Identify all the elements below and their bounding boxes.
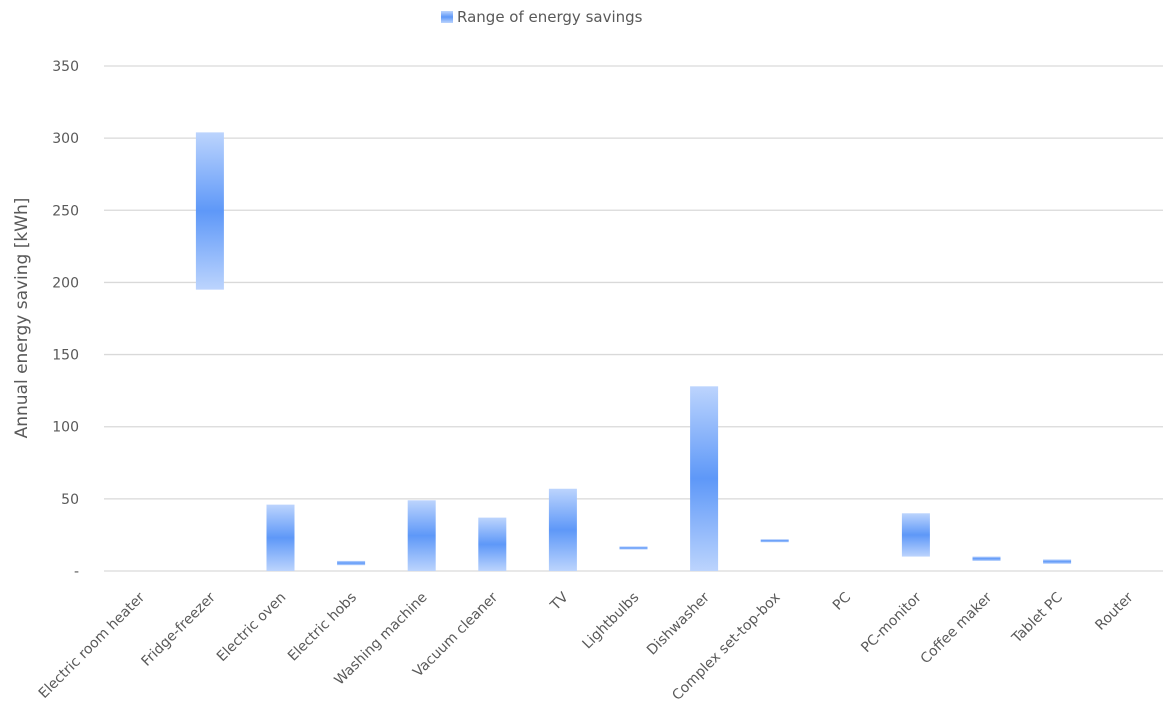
x-category-label: Dishwasher bbox=[644, 589, 713, 658]
bar-pc-monitor bbox=[901, 513, 930, 557]
bar-dishwasher bbox=[690, 386, 719, 571]
gridlines bbox=[104, 65, 1163, 572]
bar-coffee-maker bbox=[972, 556, 1001, 561]
x-category-label: Electric oven bbox=[214, 590, 289, 665]
legend-label: Range of energy savings bbox=[457, 8, 643, 26]
bar-tv bbox=[548, 488, 577, 571]
bars bbox=[195, 132, 1072, 571]
y-tick-label: - bbox=[74, 564, 79, 580]
bar-vacuum-cleaner bbox=[478, 517, 507, 571]
y-tick-label: 50 bbox=[61, 492, 79, 508]
bar-tablet-pc bbox=[1043, 559, 1072, 564]
y-tick-label: 100 bbox=[52, 420, 79, 436]
x-axis-categories: Electric room heaterFridge-freezerElectr… bbox=[36, 589, 1137, 704]
y-tick-label: 250 bbox=[52, 203, 79, 219]
bar-lightbulbs bbox=[619, 546, 648, 550]
x-category-label: Lightbulbs bbox=[580, 590, 643, 653]
x-category-label: Fridge-freezer bbox=[139, 589, 219, 669]
x-category-label: Coffee maker bbox=[918, 589, 996, 667]
y-tick-label: 200 bbox=[52, 275, 79, 291]
y-axis-ticks: - 50 100 150 200 250 300 350 bbox=[52, 59, 79, 580]
y-tick-label: 350 bbox=[52, 59, 79, 75]
y-tick-label: 150 bbox=[52, 348, 79, 364]
x-category-label: Tablet PC bbox=[1008, 589, 1066, 647]
bar-washing-machine bbox=[407, 500, 436, 571]
x-category-label: TV bbox=[547, 589, 572, 614]
bar-electric-hobs bbox=[337, 560, 366, 566]
legend-swatch bbox=[441, 11, 453, 23]
x-category-label: PC bbox=[830, 589, 854, 613]
x-category-label: Electric room heater bbox=[36, 589, 149, 702]
x-category-label: Electric hobs bbox=[285, 590, 360, 665]
x-category-label: PC-monitor bbox=[858, 589, 925, 656]
bar-electric-oven bbox=[266, 504, 295, 571]
y-axis-title: Annual energy saving [kWh] bbox=[12, 198, 32, 439]
y-tick-label: 300 bbox=[52, 131, 79, 147]
bar-fridge-freezer bbox=[195, 132, 224, 290]
x-category-label: Router bbox=[1092, 589, 1136, 633]
legend: Range of energy savings bbox=[441, 8, 643, 26]
bar-complex-set-top-box bbox=[760, 539, 789, 543]
